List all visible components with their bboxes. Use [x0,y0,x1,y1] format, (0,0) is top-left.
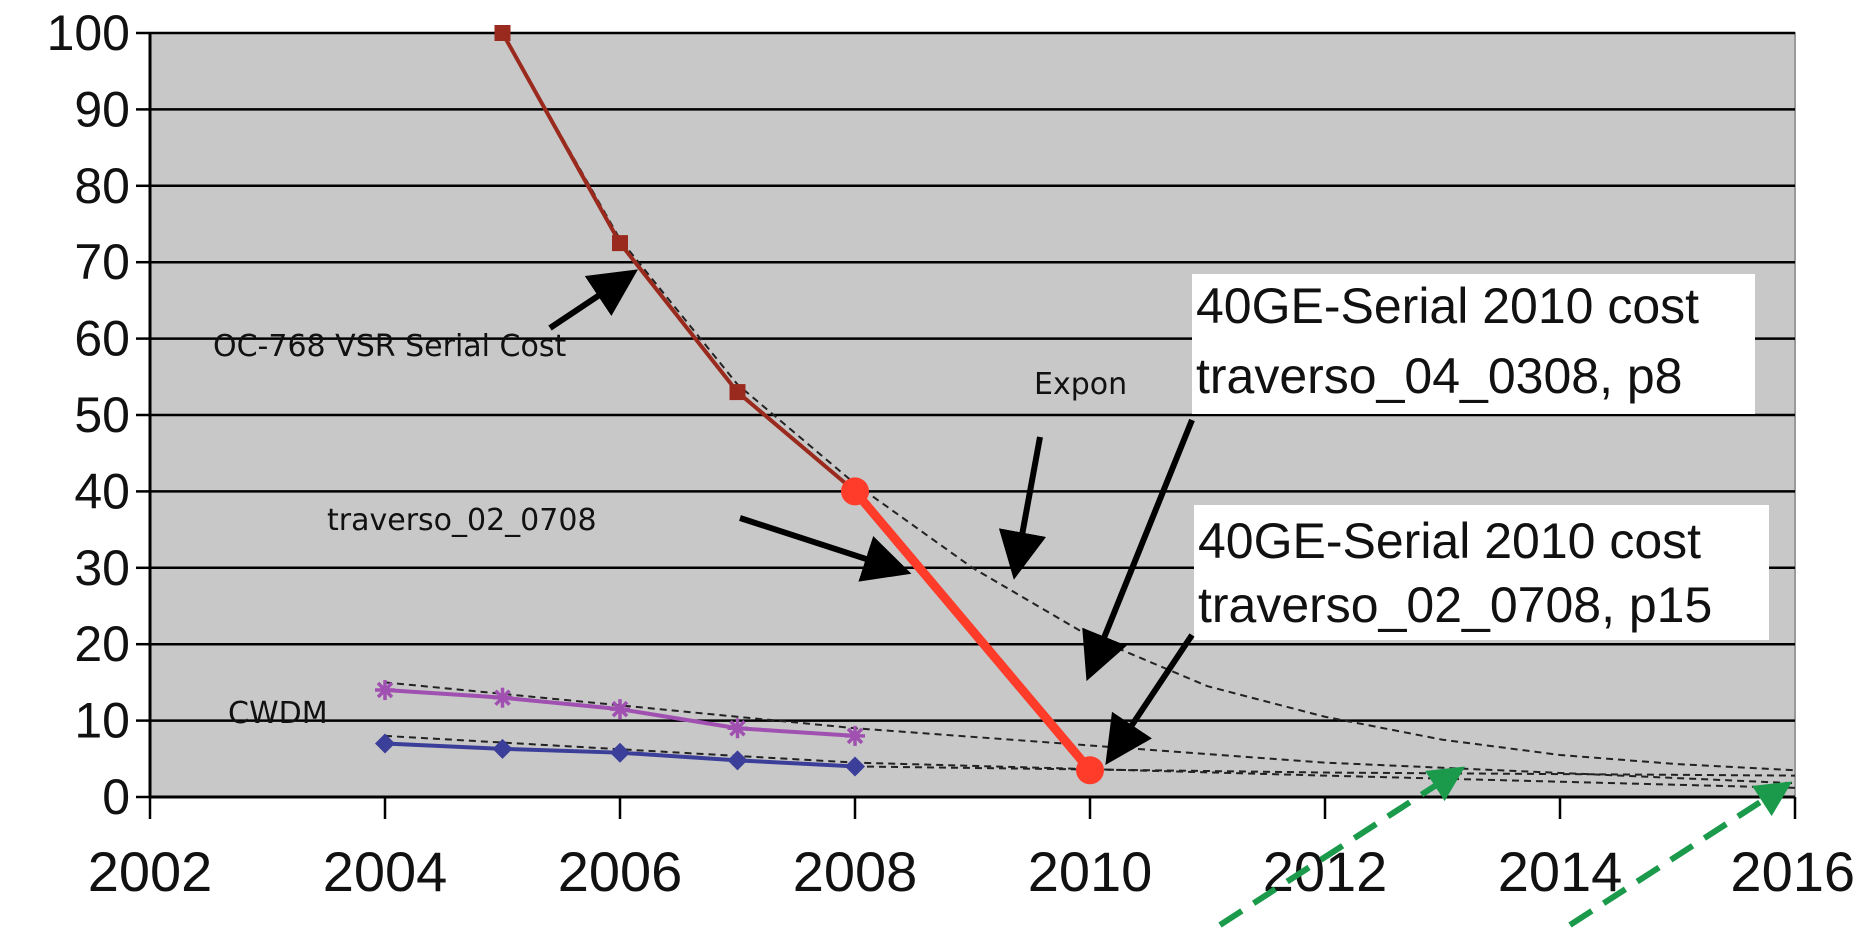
trend-line [854,765,1796,777]
trend-line [384,734,1796,789]
data-point-cwdm-upper [845,725,865,746]
data-point-cwdm-lower [375,733,395,754]
x-tick-label: 2010 [1028,840,1153,903]
data-point-cwdm-lower [845,756,865,777]
y-axis-ticks: 0 10 20 30 40 50 60 70 80 90 100 [47,5,150,825]
y-tick-label: 100 [47,5,130,61]
callout-1-line-1: 40GE-Serial 2010 cost [1196,278,1699,334]
callout-2-line-2: traverso_02_0708, p15 [1198,577,1712,633]
arrow-expon [998,436,1047,580]
x-tick-label: 2012 [1263,840,1388,903]
annotation-oc768: OC-768 VSR Serial Cost [213,329,566,364]
y-tick-label: 20 [74,616,130,672]
arrow-oc768 [548,269,638,331]
data-point-oc768 [612,235,628,252]
data-point-projection [1076,756,1104,785]
callout-1-line-2: traverso_04_0308, p8 [1196,348,1682,404]
annotation-traverso: traverso_02_0708 [327,503,597,538]
trend-line [384,681,1796,785]
data-point-oc768 [729,384,746,401]
arrow-traverso [739,515,912,582]
trend-lines [384,32,1796,789]
data-point-cwdm-upper [727,718,748,739]
annotation-expon: Expon [1034,367,1127,402]
y-tick-label: 90 [74,81,130,137]
annotations: OC-768 VSR Serial Cost Expon traverso_02… [213,269,1793,928]
callout-2-box [1194,505,1769,640]
y-tick-label: 50 [74,387,130,443]
y-tick-label: 70 [74,234,130,290]
y-tick-label: 0 [102,769,130,825]
x-tick-label: 2002 [88,840,213,903]
y-tick-label: 60 [74,311,130,367]
x-tick-label: 2014 [1498,840,1623,903]
data-point-cwdm-lower [492,738,513,759]
data-point-cwdm-lower [727,750,748,771]
y-tick-label: 30 [74,540,130,596]
arrow-callout-1 [1082,418,1195,682]
x-tick-label: 2016 [1730,840,1855,903]
green-arrow-2 [1568,781,1793,928]
y-tick-label: 80 [74,158,130,214]
annotation-cwdm: CWDM [228,696,328,731]
data-point-cwdm-upper [375,680,395,701]
y-tick-label: 40 [74,463,130,519]
green-arrow-1 [1218,766,1466,928]
series-line-oc768 [500,32,857,493]
data-point-projection [841,477,869,506]
x-tick-label: 2004 [323,840,448,903]
x-tick-label: 2008 [793,840,918,903]
arrow-callout-2 [1105,633,1195,765]
x-axis-ticks: 2002 2004 2006 2008 2010 2012 2014 2016 [88,797,1855,903]
data-point-oc768 [494,25,511,41]
data-point-cwdm-upper [492,687,513,708]
y-tick-label: 10 [74,693,130,749]
data-point-cwdm-lower [610,742,630,763]
series-markers [375,25,1104,785]
callout-2-line-1: 40GE-Serial 2010 cost [1198,513,1701,569]
data-point-cwdm-upper [610,699,630,720]
callout-1-box [1192,274,1755,414]
x-tick-label: 2006 [558,840,683,903]
